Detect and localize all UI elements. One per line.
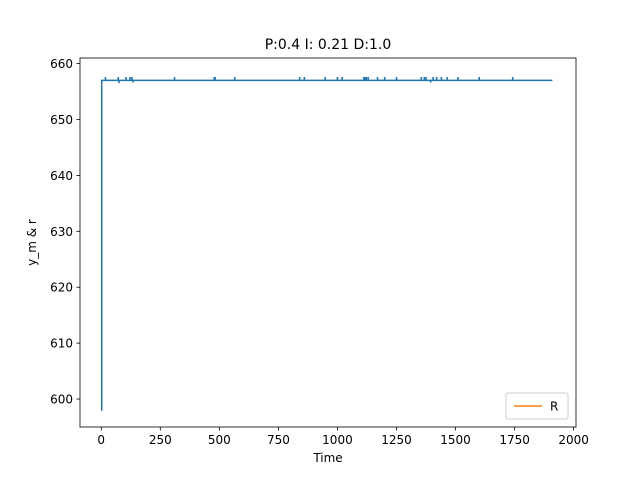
- plot-layer: [100, 77, 553, 411]
- x-tick-label: 1250: [381, 433, 412, 447]
- x-tick-label: 750: [267, 433, 290, 447]
- x-tick-label: 500: [208, 433, 231, 447]
- x-tick-label: 1000: [322, 433, 353, 447]
- y-tick-label: 660: [50, 57, 73, 71]
- x-tick-label: 1750: [499, 433, 530, 447]
- x-axis: 0 250 500 750 1000 1250 1500 1750 2000: [97, 427, 589, 447]
- y-tick-label: 630: [50, 225, 73, 239]
- x-axis-title: Time: [312, 451, 342, 465]
- y-axis: 600 610 620 630 640 650 660: [50, 57, 80, 407]
- legend: R: [505, 392, 569, 420]
- y-tick-label: 620: [50, 281, 73, 295]
- y-tick-label: 600: [50, 393, 73, 407]
- x-tick-label: 250: [149, 433, 172, 447]
- chart-title: P:0.4 I: 0.21 D:1.0: [265, 37, 392, 53]
- y-tick-label: 640: [50, 169, 73, 183]
- x-tick-label: 1500: [440, 433, 471, 447]
- legend-label-r: R: [550, 400, 558, 414]
- y-axis-title: y_m & r: [25, 219, 39, 266]
- y-tick-label: 650: [50, 113, 73, 127]
- axes-frame: [79, 57, 577, 428]
- x-tick-label: 2000: [558, 433, 589, 447]
- y-tick-label: 610: [50, 337, 73, 351]
- series-line: [100, 79, 553, 411]
- x-tick-label: 0: [97, 433, 105, 447]
